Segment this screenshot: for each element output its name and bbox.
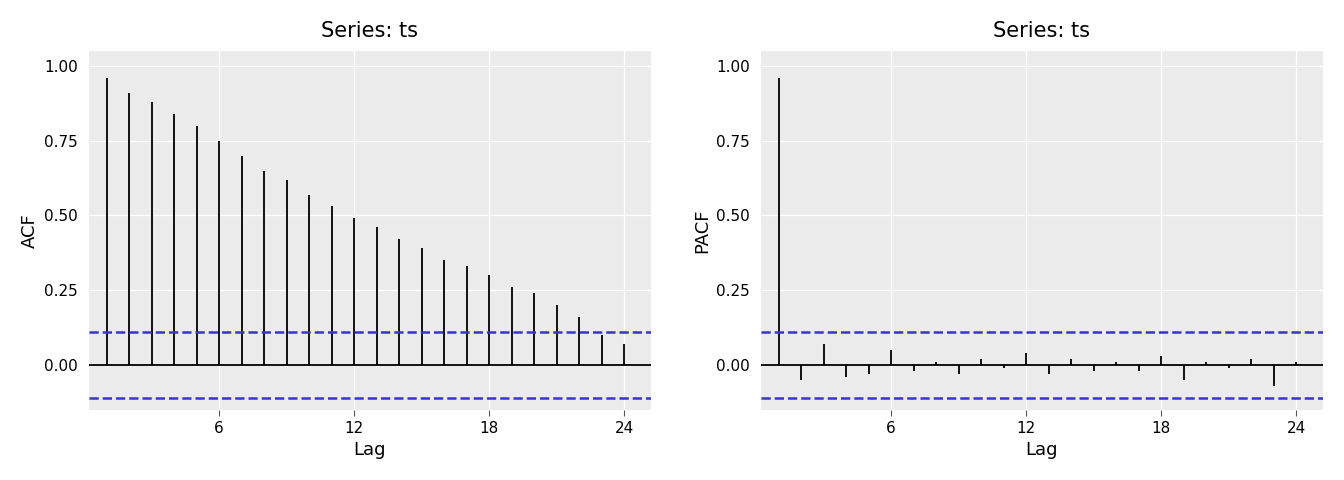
X-axis label: Lag: Lag bbox=[353, 441, 386, 459]
Y-axis label: PACF: PACF bbox=[694, 208, 711, 252]
Title: Series: ts: Series: ts bbox=[321, 21, 418, 41]
X-axis label: Lag: Lag bbox=[1025, 441, 1058, 459]
Y-axis label: ACF: ACF bbox=[22, 213, 39, 248]
Title: Series: ts: Series: ts bbox=[993, 21, 1090, 41]
